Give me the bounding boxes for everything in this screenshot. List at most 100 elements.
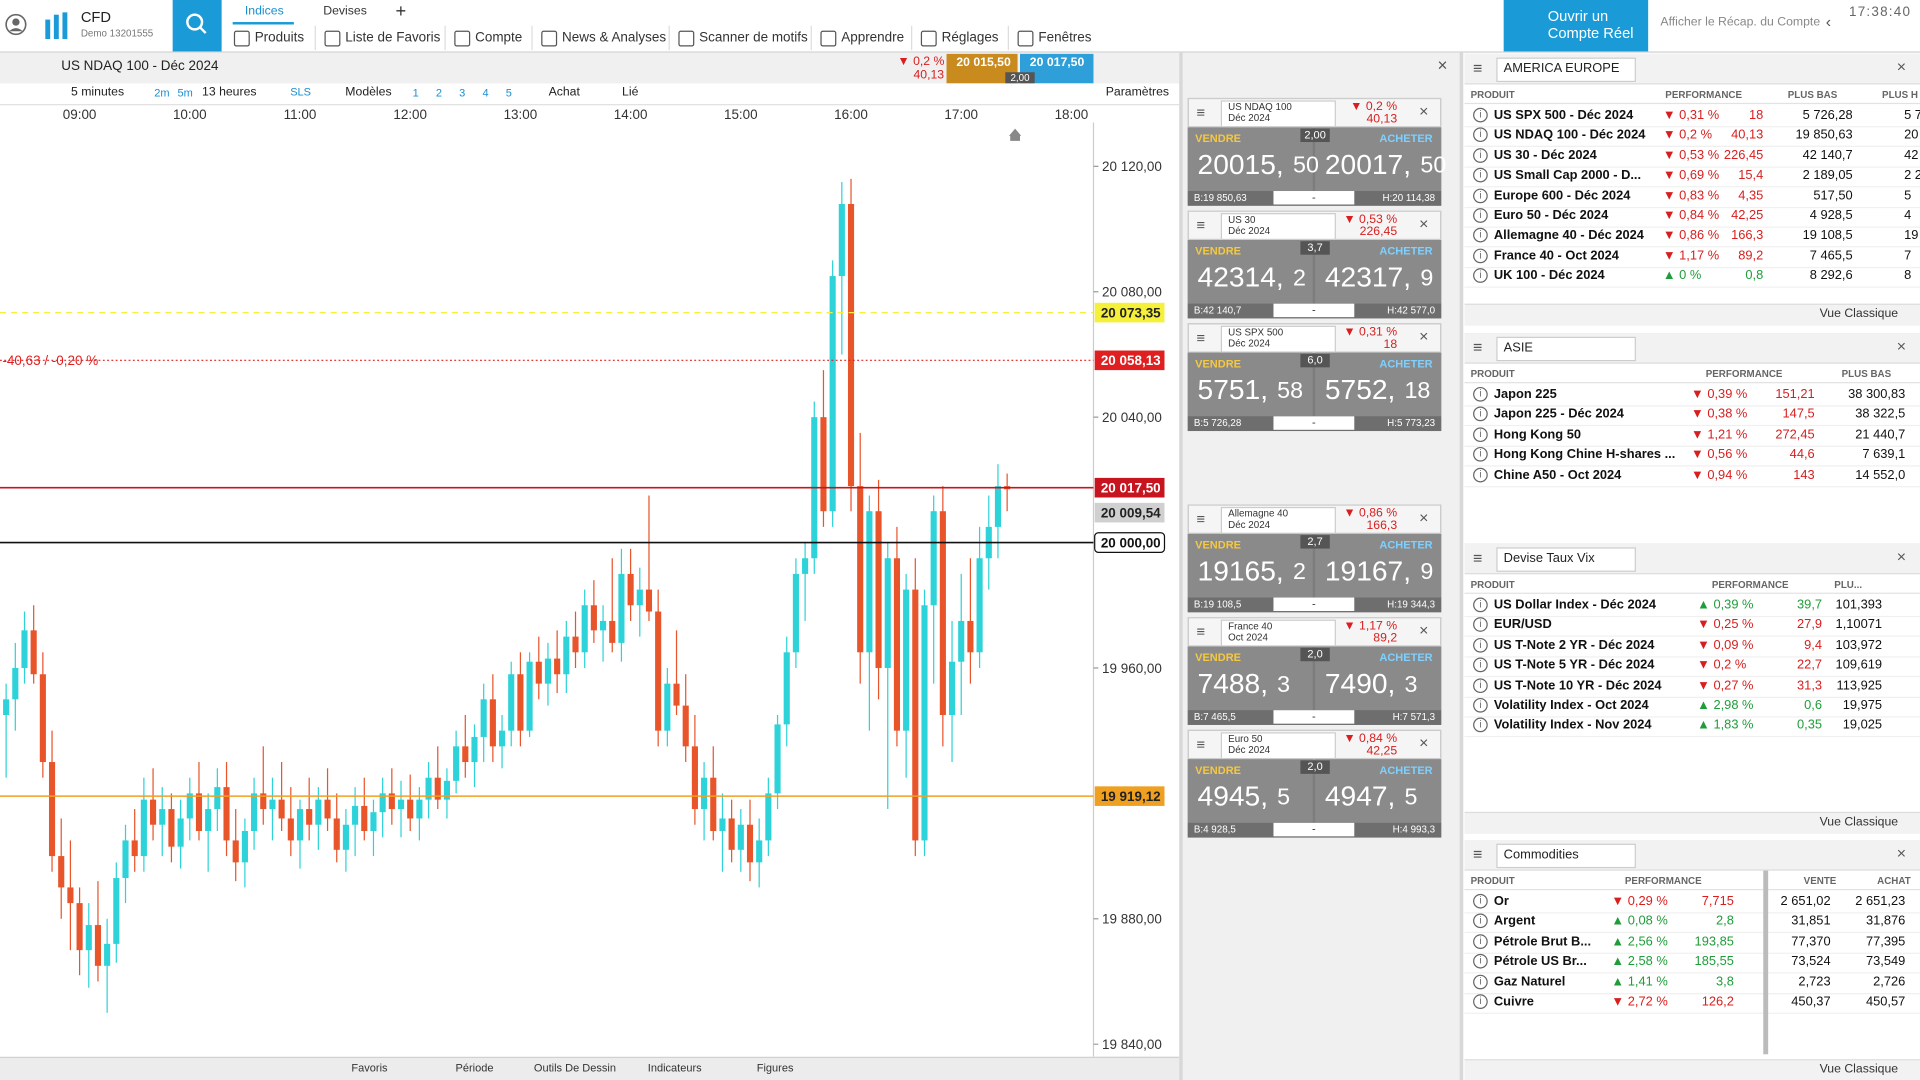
sell-side[interactable] (1187, 533, 1313, 598)
open-account-button[interactable] (1503, 0, 1649, 52)
menu-item[interactable]: News & Analyses (562, 30, 667, 46)
menu-icon[interactable]: ≡ (1196, 623, 1205, 641)
buy-side[interactable] (1315, 533, 1442, 598)
product-name[interactable]: Allemagne 40 - Déc 2024 (1493, 228, 1644, 243)
product-name[interactable]: Argent (1493, 913, 1536, 929)
info-icon[interactable]: i (1473, 617, 1488, 633)
product-name[interactable]: Euro 50 - Déc 2024 (1493, 208, 1609, 223)
toolbar-item[interactable]: Lié (622, 85, 639, 100)
close-icon[interactable]: × (1437, 55, 1448, 75)
ticket-name-box[interactable] (1220, 213, 1336, 241)
tab[interactable]: Indices (244, 4, 284, 19)
product-name[interactable]: US NDAQ 100 - Déc 2024 (1493, 127, 1646, 143)
watchlist-title-box[interactable] (1496, 547, 1636, 572)
menu-icon[interactable]: ≡ (1473, 844, 1483, 864)
menu-item[interactable]: Liste de Favoris (345, 30, 441, 46)
watchlist-title-box[interactable] (1496, 57, 1636, 83)
sell-side[interactable] (1187, 240, 1313, 304)
watchlist-title-box[interactable] (1496, 336, 1636, 362)
info-icon[interactable]: i (1473, 427, 1488, 442)
menu-item[interactable]: Apprendre (841, 30, 905, 46)
menu-icon[interactable]: ≡ (1473, 337, 1483, 357)
info-icon[interactable]: i (1473, 697, 1488, 713)
toolbar-item[interactable]: Modèles (345, 85, 392, 100)
close-icon[interactable]: × (1896, 336, 1907, 356)
instrument-name[interactable]: US NDAQ 100 - Déc 2024 (61, 58, 219, 74)
product-name[interactable]: Pétrole US Br... (1493, 954, 1587, 969)
info-icon[interactable]: i (1473, 208, 1488, 223)
layout-button[interactable]: 3 (459, 86, 466, 100)
classic-view[interactable]: Vue Classique (1819, 815, 1899, 829)
info-icon[interactable]: i (1473, 913, 1488, 929)
close-icon[interactable]: × (1419, 620, 1429, 640)
menu-icon[interactable]: ≡ (1473, 58, 1483, 78)
close-icon[interactable]: × (1419, 508, 1429, 527)
watchlist-title-box[interactable] (1496, 843, 1636, 869)
info-icon[interactable]: i (1473, 107, 1488, 123)
product-name[interactable]: US 30 - Déc 2024 (1493, 147, 1597, 163)
tab[interactable]: Devises (323, 4, 367, 19)
info-icon[interactable]: i (1473, 467, 1488, 482)
ticket-name-box[interactable] (1220, 732, 1336, 760)
product-name[interactable]: US T-Note 10 YR - Déc 2024 (1493, 677, 1662, 693)
info-icon[interactable]: i (1473, 637, 1488, 653)
product-name[interactable]: Gaz Naturel (1493, 974, 1566, 989)
footer-button[interactable]: Figures (756, 1061, 794, 1074)
product-name[interactable]: US Small Cap 2000 - D... (1493, 167, 1642, 183)
menu-icon[interactable]: ≡ (1196, 735, 1205, 754)
sell-side[interactable] (1187, 646, 1313, 711)
menu-item[interactable]: Scanner de motifs (699, 30, 808, 46)
tab[interactable]: + (395, 1, 407, 23)
close-icon[interactable]: × (1419, 214, 1429, 233)
classic-view[interactable]: Vue Classique (1819, 1062, 1899, 1077)
classic-view[interactable]: Vue Classique (1819, 307, 1899, 321)
close-icon[interactable]: × (1896, 547, 1907, 566)
info-icon[interactable]: i (1473, 147, 1488, 163)
toolbar-item[interactable]: 13 heures (202, 85, 257, 100)
ticket-name-box[interactable] (1220, 619, 1336, 647)
buy-side[interactable] (1315, 759, 1442, 823)
buy-side[interactable] (1315, 127, 1442, 192)
product-name[interactable]: Pétrole Brut B... (1493, 934, 1592, 949)
product-name[interactable]: UK 100 - Déc 2024 (1493, 268, 1605, 284)
close-icon[interactable]: × (1419, 326, 1429, 346)
layout-button[interactable]: 4 (482, 86, 489, 100)
layout-button[interactable]: 1 (412, 86, 419, 100)
tf-button[interactable]: 2m (154, 86, 170, 100)
product-name[interactable]: Volatility Index - Nov 2024 (1493, 718, 1652, 733)
product-name[interactable]: US Dollar Index - Déc 2024 (1493, 597, 1657, 613)
product-name[interactable]: US T-Note 2 YR - Déc 2024 (1493, 637, 1655, 653)
qty-select[interactable]: - (1273, 416, 1355, 430)
account-summary[interactable]: Afficher le Récap. du Compte (1660, 15, 1821, 30)
tf-button[interactable]: 5m (177, 86, 193, 100)
info-icon[interactable]: i (1473, 994, 1488, 1009)
toolbar-item[interactable]: 5 minutes (71, 85, 125, 100)
qty-select[interactable]: - (1273, 710, 1355, 724)
search-button[interactable] (172, 0, 222, 52)
footer-button[interactable]: Outils De Dessin (533, 1061, 616, 1074)
product-name[interactable]: Cuivre (1493, 994, 1534, 1009)
menu-item[interactable]: Fenêtres (1038, 30, 1092, 46)
sell-side[interactable] (1187, 759, 1313, 823)
info-icon[interactable]: i (1473, 248, 1488, 264)
qty-select[interactable]: - (1273, 191, 1355, 205)
product-name[interactable]: Or (1493, 893, 1509, 909)
info-icon[interactable]: i (1473, 447, 1488, 462)
ticket-name-box[interactable] (1220, 100, 1336, 128)
sell-side[interactable] (1187, 127, 1313, 192)
buy-price[interactable]: 20 017,50 (1029, 56, 1085, 70)
menu-icon[interactable]: ≡ (1473, 548, 1483, 567)
product-name[interactable]: Hong Kong Chine H-shares ... (1493, 447, 1676, 462)
footer-button[interactable]: Période (455, 1061, 494, 1074)
sell-price[interactable]: 20 015,50 (956, 56, 1011, 70)
menu-icon[interactable]: ≡ (1196, 510, 1205, 528)
close-icon[interactable]: × (1419, 101, 1429, 121)
close-icon[interactable]: × (1896, 57, 1907, 76)
layout-button[interactable]: 2 (435, 86, 443, 100)
product-name[interactable]: EUR/USD (1493, 617, 1552, 633)
info-icon[interactable]: i (1473, 386, 1488, 402)
footer-button[interactable]: Favoris (351, 1061, 388, 1074)
buy-side[interactable] (1315, 646, 1442, 711)
menu-item[interactable]: Compte (475, 30, 523, 46)
layout-button[interactable]: 5 (505, 86, 512, 100)
